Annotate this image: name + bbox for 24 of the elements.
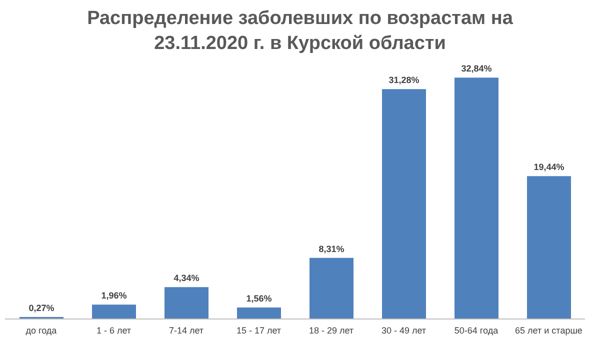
x-tick-label: 65 лет и старше: [515, 325, 582, 336]
bar: [237, 308, 281, 319]
data-label: 31,28%: [388, 75, 420, 86]
x-tick-label: до года: [26, 325, 57, 336]
x-tick-label: 30 - 49 лет: [381, 325, 426, 336]
chart-title: Распределение заболевших по возрастам на 23.11.2020 г. в Курской области: [86, 7, 514, 56]
data-label: 32,84%: [461, 64, 492, 74]
bar: [92, 304, 136, 319]
bar: [310, 258, 354, 319]
data-label: 1,56%: [246, 294, 272, 304]
data-label: 8,31%: [318, 244, 344, 254]
x-tick-label: 7-14 лет: [168, 325, 204, 336]
data-label: 19,44%: [534, 162, 564, 172]
bar: [454, 78, 498, 319]
x-tick-label: 50-64 года: [454, 325, 498, 336]
bar: [382, 89, 426, 319]
x-tick-label: 18 - 29 лет: [308, 325, 354, 336]
bar: [527, 176, 571, 319]
data-label: 4,34%: [174, 273, 200, 284]
data-label: 1,96%: [101, 290, 127, 301]
x-tick-label: 1 - 6 лет: [96, 325, 132, 336]
x-tick-label: 15 - 17 лет: [236, 325, 282, 336]
data-label: 0,27%: [28, 303, 54, 314]
bar: [164, 287, 208, 319]
